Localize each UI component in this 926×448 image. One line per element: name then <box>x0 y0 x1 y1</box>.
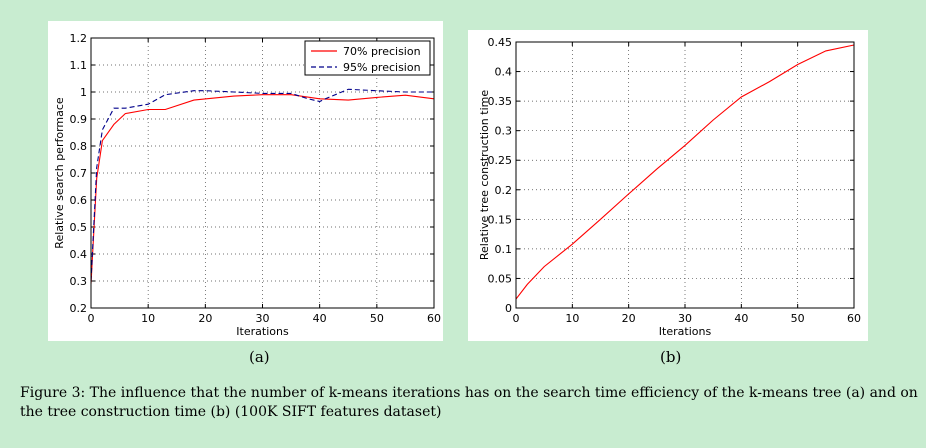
y-tick-label-a: 0.8 <box>70 140 88 153</box>
x-axis-label-b: Iterations <box>659 325 712 338</box>
y-tick-label-b: 0.15 <box>488 213 513 226</box>
y-tick-label-a: 1.2 <box>70 32 88 45</box>
y-tick-label-a: 0.2 <box>70 302 88 315</box>
y-tick-label-a: 0.3 <box>70 275 88 288</box>
legend-label-a-0: 70% precision <box>343 45 421 58</box>
x-tick-label-b: 30 <box>678 312 692 325</box>
x-tick-label-b: 0 <box>513 312 520 325</box>
x-tick-label-a: 40 <box>313 312 327 325</box>
x-tick-label-a: 50 <box>370 312 384 325</box>
x-tick-label-a: 60 <box>427 312 441 325</box>
y-tick-label-a: 0.7 <box>70 167 88 180</box>
series-line-a-1 <box>90 88 434 282</box>
x-tick-label-a: 20 <box>198 312 212 325</box>
y-tick-label-b: 0.4 <box>495 66 513 79</box>
y-tick-label-b: 0.35 <box>488 95 513 108</box>
y-tick-label-b: 0.3 <box>495 125 513 138</box>
panel-label-b: (b) <box>660 348 682 366</box>
x-tick-label-b: 40 <box>734 312 748 325</box>
axes-frame-a <box>90 37 435 309</box>
x-tick-label-a: 10 <box>141 312 155 325</box>
y-tick-label-b: 0.25 <box>488 154 513 167</box>
y-tick-label-b: 0 <box>505 302 512 315</box>
y-tick-label-b: 0.05 <box>488 272 513 285</box>
legend-box-a <box>304 40 431 76</box>
y-tick-label-b: 0.1 <box>495 243 513 256</box>
x-tick-label-b: 50 <box>791 312 805 325</box>
series-line-b-0 <box>515 44 855 300</box>
x-tick-label-b: 20 <box>622 312 636 325</box>
y-tick-label-a: 0.9 <box>70 113 88 126</box>
x-tick-label-b: 60 <box>847 312 861 325</box>
axes-frame-b <box>515 41 855 309</box>
y-tick-label-a: 0.5 <box>70 221 88 234</box>
series-line-a-0 <box>90 94 435 284</box>
y-tick-label-a: 1.1 <box>70 59 88 72</box>
panel-label-a: (a) <box>249 348 270 366</box>
y-axis-label-b: Relative tree construction time <box>478 90 491 260</box>
legend-label-a-1: 95% precision <box>343 61 421 74</box>
x-tick-label-a: 0 <box>88 312 95 325</box>
y-tick-label-a: 0.6 <box>70 194 88 207</box>
y-tick-label-b: 0.45 <box>488 36 513 49</box>
y-tick-label-a: 1 <box>80 86 87 99</box>
x-axis-label-a: Iterations <box>236 325 289 338</box>
y-axis-label-a: Relative search performace <box>53 97 66 249</box>
y-tick-label-a: 0.4 <box>70 248 88 261</box>
x-tick-label-b: 10 <box>565 312 579 325</box>
figure-caption: Figure 3: The influence that the number … <box>20 385 918 420</box>
y-tick-label-b: 0.2 <box>495 184 513 197</box>
x-tick-label-a: 30 <box>256 312 270 325</box>
